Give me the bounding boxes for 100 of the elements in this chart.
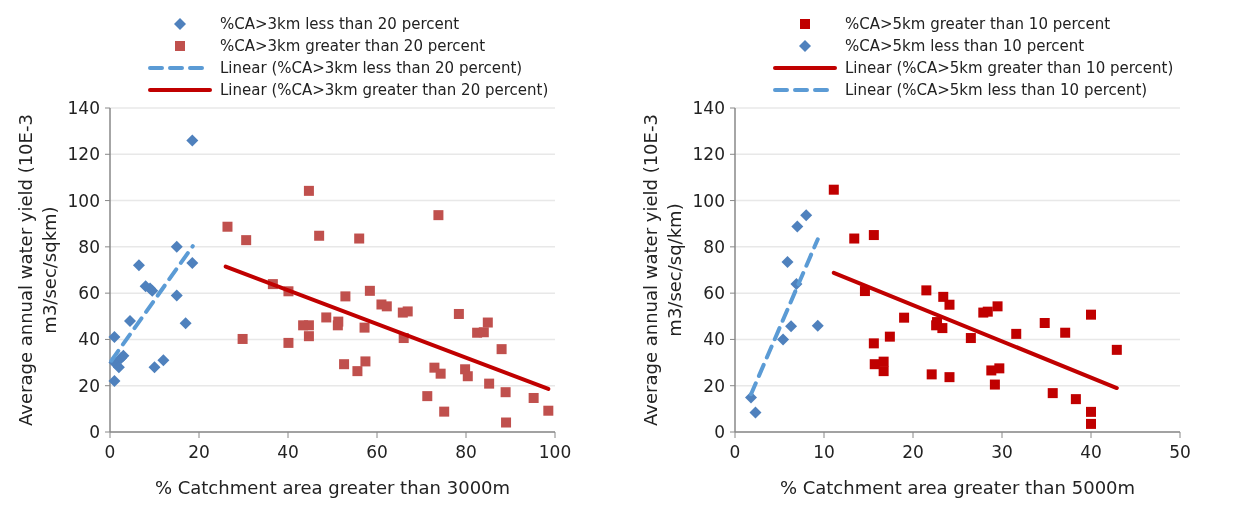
point: [186, 257, 199, 270]
point: [352, 366, 363, 377]
point: [241, 235, 252, 246]
x-tick-label: 30: [991, 442, 1013, 462]
point: [791, 220, 804, 233]
point: [749, 406, 762, 419]
point: [157, 354, 170, 367]
point: [148, 361, 161, 374]
y-tick-label: 140: [67, 97, 100, 118]
x-tick-label: 60: [366, 442, 388, 462]
point: [899, 312, 910, 323]
point: [878, 366, 889, 377]
point: [528, 392, 539, 403]
y-tick-label: 120: [692, 144, 725, 165]
point: [108, 375, 121, 388]
point: [921, 285, 932, 296]
point: [462, 371, 473, 382]
point: [1047, 388, 1058, 399]
point: [500, 387, 511, 398]
legend-label: Linear (%CA>3km less than 20 percent): [220, 59, 523, 78]
point: [381, 301, 392, 312]
x-axis-title: % Catchment area greater than 5000m: [779, 477, 1136, 498]
legend-label: %CA>5km greater than 10 percent: [845, 15, 1111, 34]
x-tick-label: 80: [455, 442, 477, 462]
point: [108, 331, 121, 344]
point: [869, 359, 880, 370]
x-axis-title: % Catchment area greater than 3000m: [154, 477, 511, 498]
point: [884, 331, 895, 342]
point: [170, 240, 183, 253]
point: [868, 338, 879, 349]
point: [982, 306, 993, 317]
y-tick-label: 0: [714, 421, 725, 442]
point: [478, 327, 489, 338]
point: [186, 134, 199, 147]
point: [926, 369, 937, 380]
point: [303, 185, 314, 196]
point: [1060, 327, 1071, 338]
legend-label: %CA>3km less than 20 percent: [220, 15, 460, 34]
y-tick-label: 80: [703, 236, 725, 257]
point: [1111, 344, 1122, 355]
point: [989, 379, 1000, 390]
y-tick-label: 80: [78, 236, 100, 257]
point: [496, 344, 507, 355]
y-tick-label: 40: [78, 329, 100, 350]
point: [785, 320, 798, 333]
point: [237, 333, 248, 344]
point: [811, 319, 824, 332]
point: [453, 308, 464, 319]
point: [359, 322, 370, 333]
point: [303, 320, 314, 331]
point: [965, 333, 976, 344]
y-tick-label: 100: [692, 190, 725, 211]
point: [132, 259, 145, 272]
x-tick-label: 0: [104, 442, 116, 462]
legend-label: Linear (%CA>3km greater than 20 percent): [220, 81, 549, 100]
point: [484, 378, 495, 389]
legend-label: Linear (%CA>5km greater than 10 percent): [845, 59, 1174, 78]
y-tick-label: 120: [67, 144, 100, 165]
point: [781, 255, 794, 268]
point: [1086, 406, 1096, 417]
legend-label: %CA>3km greater than 20 percent: [220, 37, 486, 56]
x-tick-label: 20: [902, 442, 924, 462]
y-tick-label: 40: [703, 329, 725, 350]
point: [849, 233, 860, 244]
y-axis-title: Average annual water yield (10E-3 m3/sec/sqkm): [15, 114, 60, 426]
point: [340, 291, 351, 302]
point: [402, 306, 413, 317]
y-tick-label: 100: [67, 190, 100, 211]
point: [303, 331, 314, 342]
point: [1086, 418, 1096, 429]
point: [422, 391, 433, 402]
point: [944, 299, 955, 310]
x-tick-label: 40: [277, 442, 299, 462]
point: [937, 323, 948, 334]
point: [124, 314, 137, 327]
point: [222, 221, 233, 232]
y-tick-label: 60: [703, 283, 725, 304]
point: [433, 210, 444, 221]
point: [435, 368, 446, 379]
point: [1070, 394, 1081, 405]
point: [482, 317, 493, 328]
legend-label: Linear (%CA>5km less than 10 percent): [845, 81, 1148, 100]
point: [828, 184, 839, 195]
y-tick-label: 140: [692, 97, 725, 118]
point: [283, 337, 294, 348]
point: [543, 405, 554, 416]
y-tick-label: 20: [703, 375, 725, 396]
y-tick-label: 60: [78, 283, 100, 304]
x-tick-label: 10: [813, 442, 835, 462]
point: [170, 289, 183, 302]
y-tick-label: 0: [89, 421, 100, 442]
y-axis-title: Average annual water yield (10E-3 m3/sec/sq/km): [640, 114, 685, 426]
point: [944, 372, 955, 383]
point: [179, 317, 192, 330]
point: [994, 363, 1005, 374]
point: [868, 230, 879, 241]
y-tick-label: 20: [78, 375, 100, 396]
point: [938, 291, 949, 302]
point: [354, 233, 365, 244]
x-tick-label: 0: [729, 442, 741, 462]
